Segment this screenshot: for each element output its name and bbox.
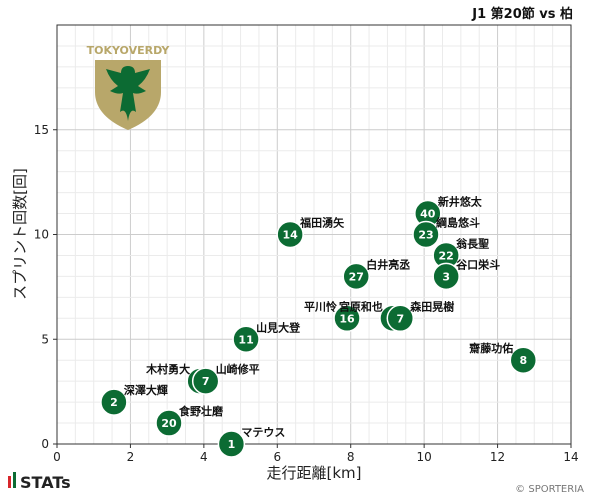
point-marker: [217, 430, 246, 458]
point-label: 食野壮磨: [179, 404, 224, 418]
point-number: 2: [110, 396, 118, 409]
point-label: 木村勇大: [145, 362, 190, 376]
player-point: 3 谷口栄斗: [432, 257, 500, 291]
point-label: 山崎修平: [216, 362, 260, 376]
point-marker: [276, 220, 304, 249]
y-tick-label: 15: [34, 123, 49, 137]
point-number: 3: [442, 270, 450, 283]
player-point: 1 マテウス: [217, 426, 285, 458]
point-label: 谷口栄斗: [456, 257, 500, 271]
point-marker: [342, 262, 370, 291]
point-label: 新井悠太: [438, 195, 483, 209]
point-number: 27: [349, 270, 364, 283]
point-label: 齋藤功佑: [468, 341, 513, 355]
point-number: 7: [202, 375, 210, 388]
point-number: 8: [519, 354, 527, 367]
point-marker: [432, 262, 460, 291]
point-marker: [333, 304, 361, 333]
point-marker: [509, 346, 538, 374]
player-point: 7 山崎修平: [191, 362, 260, 395]
player-point: 8 齋藤功佑: [468, 341, 538, 374]
point-label: 平川怜: [304, 299, 337, 313]
y-tick-label: 10: [34, 228, 49, 242]
point-number: 11: [238, 333, 253, 346]
point-marker: [191, 367, 220, 395]
point-number: 14: [282, 229, 298, 242]
point-marker: [155, 409, 183, 437]
point-number: 22: [439, 249, 454, 262]
point-number: 20: [161, 417, 177, 430]
point-label: 森田晃樹: [410, 299, 454, 313]
point-marker: [100, 388, 128, 416]
point-label: 綱島悠斗: [436, 216, 480, 230]
player-points: 1マテウス2深澤大輝20食野壮磨18木村勇大7山崎修平11山見大登14福田湧矢1…: [100, 195, 538, 458]
point-label: 深澤大輝: [124, 383, 168, 397]
x-tick-label: 0: [53, 450, 61, 464]
eagle-icon: [106, 66, 150, 121]
point-number: 40: [420, 208, 436, 221]
x-tick-label: 12: [490, 450, 505, 464]
stats-brand: STATs: [8, 472, 71, 492]
x-tick-label: 2: [127, 450, 135, 464]
point-marker: [412, 220, 440, 249]
point-label: 福田湧矢: [299, 216, 345, 230]
point-marker: [386, 304, 415, 333]
point-label: 白井亮丞: [366, 257, 410, 271]
point-label: 翁長聖: [456, 236, 489, 250]
point-number: 7: [396, 312, 404, 325]
logo-text: TOKYOVERDY: [87, 44, 171, 57]
player-point: 7 森田晃樹: [386, 299, 454, 333]
x-tick-label: 6: [273, 450, 281, 464]
y-tick-label: 0: [41, 437, 49, 451]
chart-title: J1 第20節 vs 柏: [471, 6, 573, 22]
x-tick-label: 8: [347, 450, 355, 464]
point-label: マテウス: [241, 426, 285, 439]
point-label: 宮原和也: [339, 299, 383, 313]
point-number: 16: [339, 312, 355, 325]
y-tick-label: 5: [41, 332, 49, 346]
point-marker: [232, 325, 260, 353]
player-point: 2 深澤大輝: [100, 383, 168, 416]
x-tick-label: 4: [200, 450, 208, 464]
y-axis-title: スプリント回数[回]: [11, 168, 29, 300]
point-label: 山見大登: [256, 320, 301, 334]
point-number: 1: [228, 438, 236, 451]
team-logo: TOKYOVERDY: [87, 44, 171, 130]
stats-bars-icon: [8, 472, 16, 488]
brand-text: STATs: [20, 473, 71, 492]
copyright: © SPORTERIA: [515, 484, 584, 495]
x-tick-label: 10: [417, 450, 432, 464]
point-number: 23: [418, 229, 433, 242]
x-tick-label: 14: [563, 450, 578, 464]
x-axis-title: 走行距離[km]: [266, 464, 361, 482]
